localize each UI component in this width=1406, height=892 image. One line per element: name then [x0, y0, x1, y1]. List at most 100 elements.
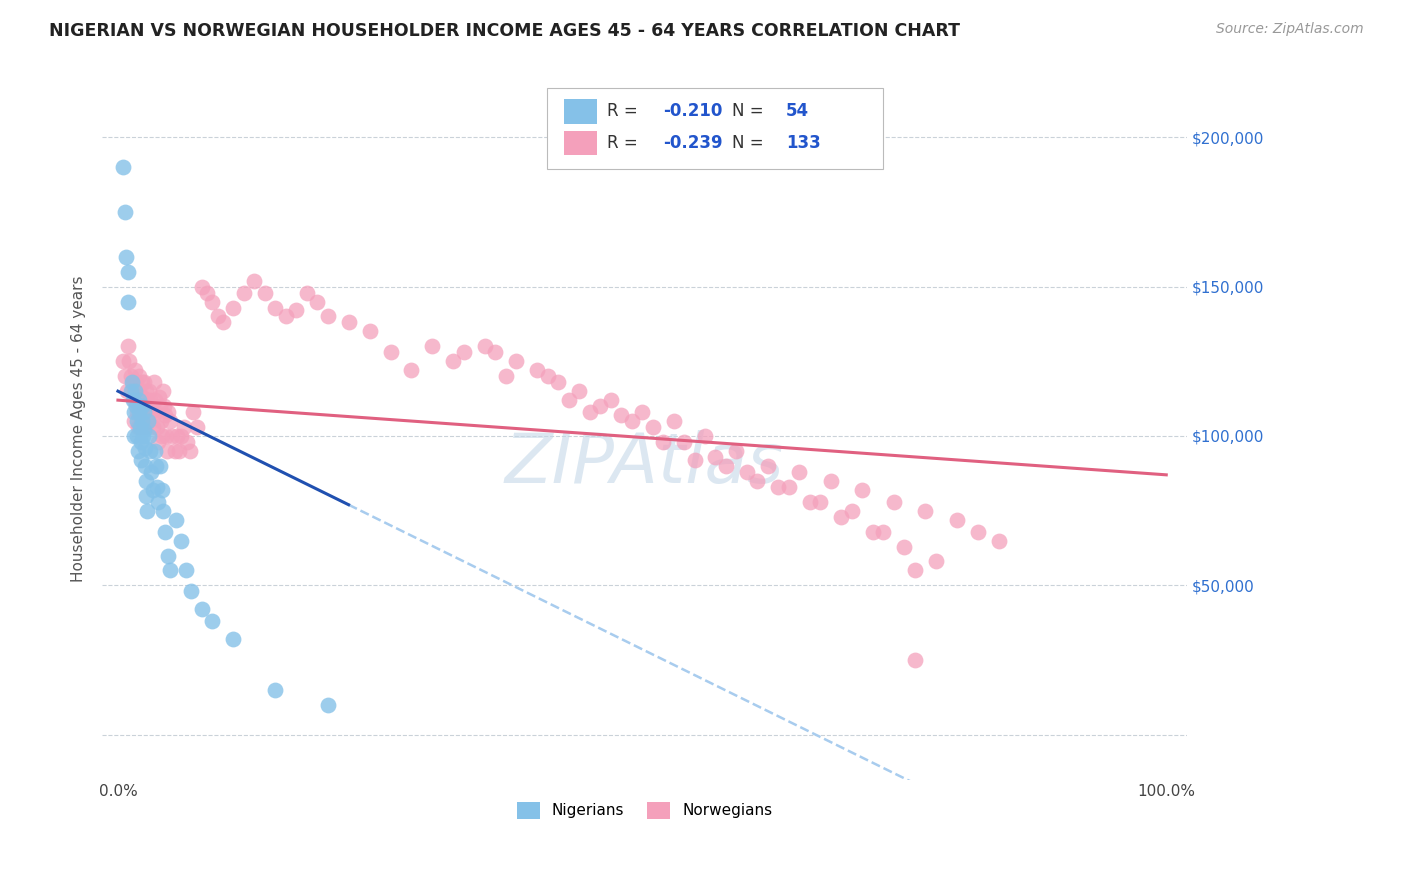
Point: [132, 399, 155, 413]
Point: [117, 294, 139, 309]
Text: NIGERIAN VS NORWEGIAN HOUSEHOLDER INCOME AGES 45 - 64 YEARS CORRELATION CHART: NIGERIAN VS NORWEGIAN HOUSEHOLDER INCOME…: [49, 22, 960, 40]
Point: [195, 285, 218, 300]
Point: [735, 465, 758, 479]
Point: [129, 393, 152, 408]
Point: [122, 429, 145, 443]
Point: [131, 375, 153, 389]
Point: [474, 339, 496, 353]
Point: [170, 533, 193, 548]
Point: [121, 375, 143, 389]
Point: [159, 414, 181, 428]
Point: [131, 399, 153, 413]
Point: [904, 653, 927, 667]
Point: [127, 444, 149, 458]
Point: [125, 375, 148, 389]
Point: [138, 399, 160, 413]
Point: [146, 434, 169, 449]
Point: [122, 393, 145, 408]
Point: [176, 434, 198, 449]
Point: [163, 444, 186, 458]
Point: [159, 564, 181, 578]
Point: [134, 458, 156, 473]
Point: [578, 405, 600, 419]
Point: [125, 399, 148, 413]
Point: [537, 369, 560, 384]
Point: [799, 494, 821, 508]
Point: [174, 564, 197, 578]
Point: [316, 698, 339, 712]
Point: [166, 429, 188, 443]
Point: [145, 480, 167, 494]
Point: [152, 384, 174, 399]
Point: [117, 339, 139, 353]
Point: [145, 405, 167, 419]
Point: [851, 483, 873, 497]
Point: [183, 405, 205, 419]
Point: [118, 354, 141, 368]
Point: [987, 533, 1010, 548]
Point: [725, 444, 748, 458]
Point: [841, 504, 863, 518]
Point: [714, 458, 737, 473]
Point: [893, 540, 915, 554]
Point: [274, 310, 297, 324]
FancyBboxPatch shape: [564, 99, 598, 124]
Point: [307, 294, 329, 309]
Point: [662, 414, 685, 428]
Point: [170, 429, 193, 443]
Point: [112, 354, 135, 368]
Point: [631, 405, 654, 419]
Point: [641, 420, 664, 434]
Point: [830, 509, 852, 524]
Text: R =: R =: [607, 103, 643, 120]
Text: -0.239: -0.239: [664, 134, 723, 153]
Point: [114, 369, 136, 384]
Point: [120, 369, 142, 384]
Point: [134, 375, 156, 389]
Point: [136, 393, 159, 408]
Point: [285, 303, 308, 318]
Point: [222, 632, 245, 647]
Point: [191, 602, 214, 616]
Point: [129, 405, 152, 419]
FancyBboxPatch shape: [547, 88, 883, 169]
Point: [683, 453, 706, 467]
Point: [131, 390, 153, 404]
Point: [180, 584, 202, 599]
Point: [157, 405, 180, 419]
Point: [422, 339, 444, 353]
Point: [380, 345, 402, 359]
Text: N =: N =: [731, 103, 769, 120]
Point: [134, 423, 156, 437]
Point: [139, 444, 162, 458]
Legend: Nigerians, Norwegians: Nigerians, Norwegians: [510, 796, 779, 824]
Point: [820, 474, 842, 488]
Point: [157, 549, 180, 563]
Point: [117, 265, 139, 279]
Point: [128, 405, 150, 419]
Point: [693, 429, 716, 443]
Point: [128, 393, 150, 408]
Point: [124, 384, 146, 399]
Point: [704, 450, 727, 464]
Point: [359, 325, 381, 339]
Point: [134, 420, 156, 434]
Point: [135, 474, 157, 488]
Point: [143, 393, 166, 408]
Point: [599, 393, 621, 408]
Point: [747, 474, 769, 488]
Point: [117, 384, 139, 399]
Point: [135, 489, 157, 503]
Point: [125, 405, 148, 419]
Point: [211, 315, 233, 329]
Point: [872, 524, 894, 539]
Point: [138, 405, 160, 419]
Point: [136, 504, 159, 518]
Point: [201, 614, 224, 628]
Point: [146, 494, 169, 508]
Point: [139, 393, 162, 408]
Point: [904, 564, 927, 578]
Point: [138, 414, 160, 428]
Point: [145, 458, 167, 473]
Point: [162, 429, 184, 443]
